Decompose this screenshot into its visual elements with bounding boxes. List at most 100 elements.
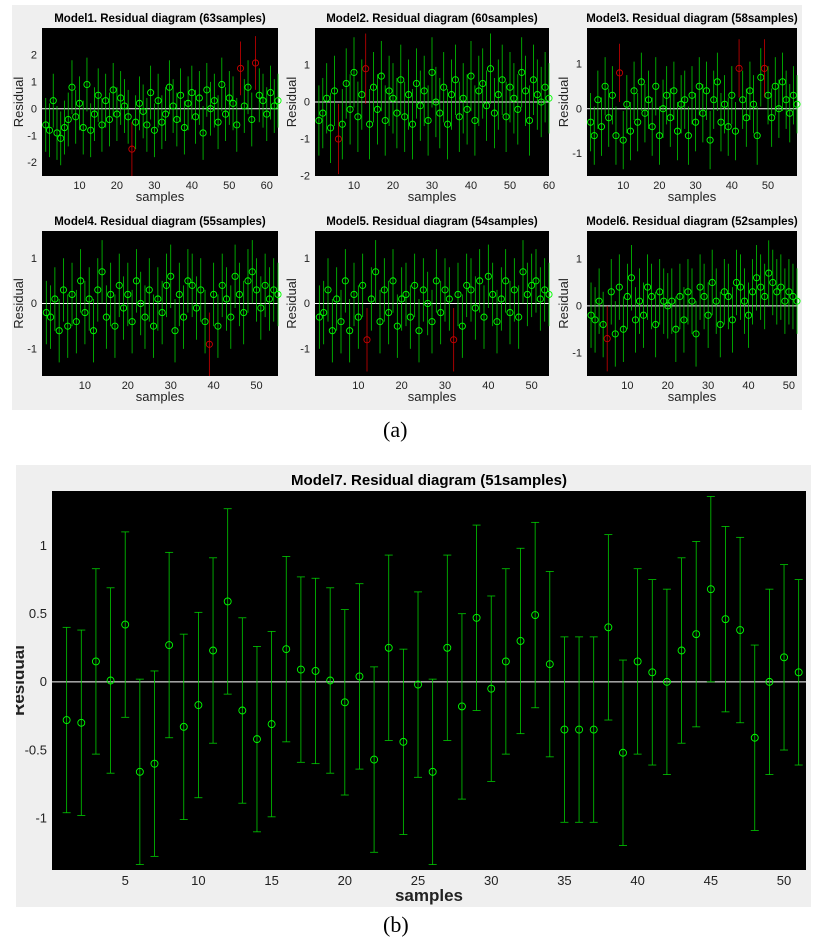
data-point — [240, 102, 248, 110]
data-point — [210, 290, 218, 298]
data-point — [177, 91, 185, 99]
data-point — [261, 281, 269, 289]
chart-2: Model2. Residual diagram (60samples)10 20… — [284, 13, 555, 204]
x-tick-label: 50 — [223, 180, 235, 192]
data-point — [197, 286, 205, 294]
data-point — [366, 120, 374, 128]
x-tick-label: 40 — [630, 873, 644, 888]
data-point — [467, 72, 475, 80]
data-point — [263, 110, 271, 118]
data-point — [231, 272, 239, 280]
data-point — [591, 316, 599, 324]
data-point — [42, 309, 50, 317]
data-point — [451, 76, 459, 84]
x-tick-label: 10 — [73, 180, 85, 192]
data-point — [229, 99, 237, 107]
data-point — [757, 283, 765, 291]
data-point — [120, 102, 128, 110]
data-point — [244, 83, 252, 91]
data-point — [454, 290, 462, 298]
data-point — [706, 585, 715, 594]
data-point — [655, 132, 663, 140]
data-point — [77, 277, 85, 285]
y-tick-label: -1 — [572, 148, 582, 160]
data-point — [62, 716, 71, 724]
data-point — [587, 118, 595, 126]
data-point — [793, 297, 801, 305]
data-point — [528, 281, 536, 289]
data-point — [372, 268, 380, 276]
data-point — [497, 295, 505, 303]
y-tick-label: 2 — [31, 50, 37, 62]
data-point — [169, 102, 177, 110]
data-point — [612, 132, 620, 140]
data-point — [401, 113, 409, 121]
data-point — [626, 127, 634, 135]
chart-6: Model6. Residual diagram (52samples)10 20… — [556, 216, 801, 404]
data-point — [188, 89, 196, 97]
data-point — [42, 121, 50, 129]
data-point — [106, 676, 115, 685]
data-point — [77, 718, 86, 727]
data-point — [735, 64, 743, 72]
panel-label-b: (b) — [383, 912, 409, 937]
data-point — [443, 643, 452, 652]
data-point — [397, 76, 405, 84]
data-point — [455, 113, 463, 121]
data-point — [531, 611, 540, 620]
data-point — [623, 292, 631, 301]
data-point — [476, 277, 484, 285]
data-point — [656, 288, 664, 296]
data-point — [408, 120, 417, 128]
data-point — [493, 318, 501, 326]
data-point — [214, 118, 222, 126]
data-point — [94, 286, 102, 294]
data-point — [750, 100, 758, 108]
data-point — [510, 286, 518, 294]
data-point — [660, 297, 668, 305]
data-point — [684, 288, 692, 296]
y-axis-label: Residual — [284, 77, 299, 128]
data-point — [775, 105, 783, 113]
data-point — [680, 316, 688, 324]
data-point — [659, 105, 667, 113]
data-point — [522, 87, 530, 95]
data-point — [236, 64, 245, 72]
y-tick-label: -1 — [572, 347, 582, 359]
data-point — [362, 65, 370, 73]
x-tick-label: 30 — [426, 180, 438, 192]
data-point — [333, 295, 341, 303]
data-point — [710, 96, 718, 104]
data-point — [90, 110, 98, 118]
data-point — [607, 288, 615, 296]
data-point — [601, 82, 609, 90]
data-point — [117, 94, 125, 102]
data-point — [668, 297, 676, 305]
x-tick-label: 20 — [338, 873, 352, 888]
data-point — [315, 313, 323, 321]
x-tick-label: 50 — [783, 380, 795, 392]
data-point — [785, 288, 793, 296]
data-point — [135, 767, 144, 776]
data-point — [692, 118, 700, 126]
chart-5: Model5. Residual diagram (54samples)10 20… — [284, 216, 553, 404]
data-point — [483, 102, 491, 110]
data-point — [746, 87, 754, 95]
data-point — [330, 87, 339, 95]
figure-panel-b: Model7. Residual diagram (51samples) 5 10 1… — [9, 465, 811, 907]
data-point — [162, 281, 170, 289]
x-tick-label: 50 — [777, 873, 791, 888]
data-point — [244, 277, 252, 285]
data-point — [487, 684, 496, 693]
data-point — [599, 320, 607, 329]
data-point — [124, 113, 132, 121]
data-point — [98, 268, 106, 276]
x-axis-label: samples — [408, 389, 457, 404]
data-point — [385, 87, 393, 95]
data-point — [595, 297, 603, 305]
data-point — [158, 309, 166, 317]
chart-title: Model7. Residual diagram (51samples) — [291, 472, 567, 489]
data-point — [363, 336, 371, 344]
x-tick-label: 10 — [348, 180, 360, 192]
data-point — [227, 313, 235, 321]
